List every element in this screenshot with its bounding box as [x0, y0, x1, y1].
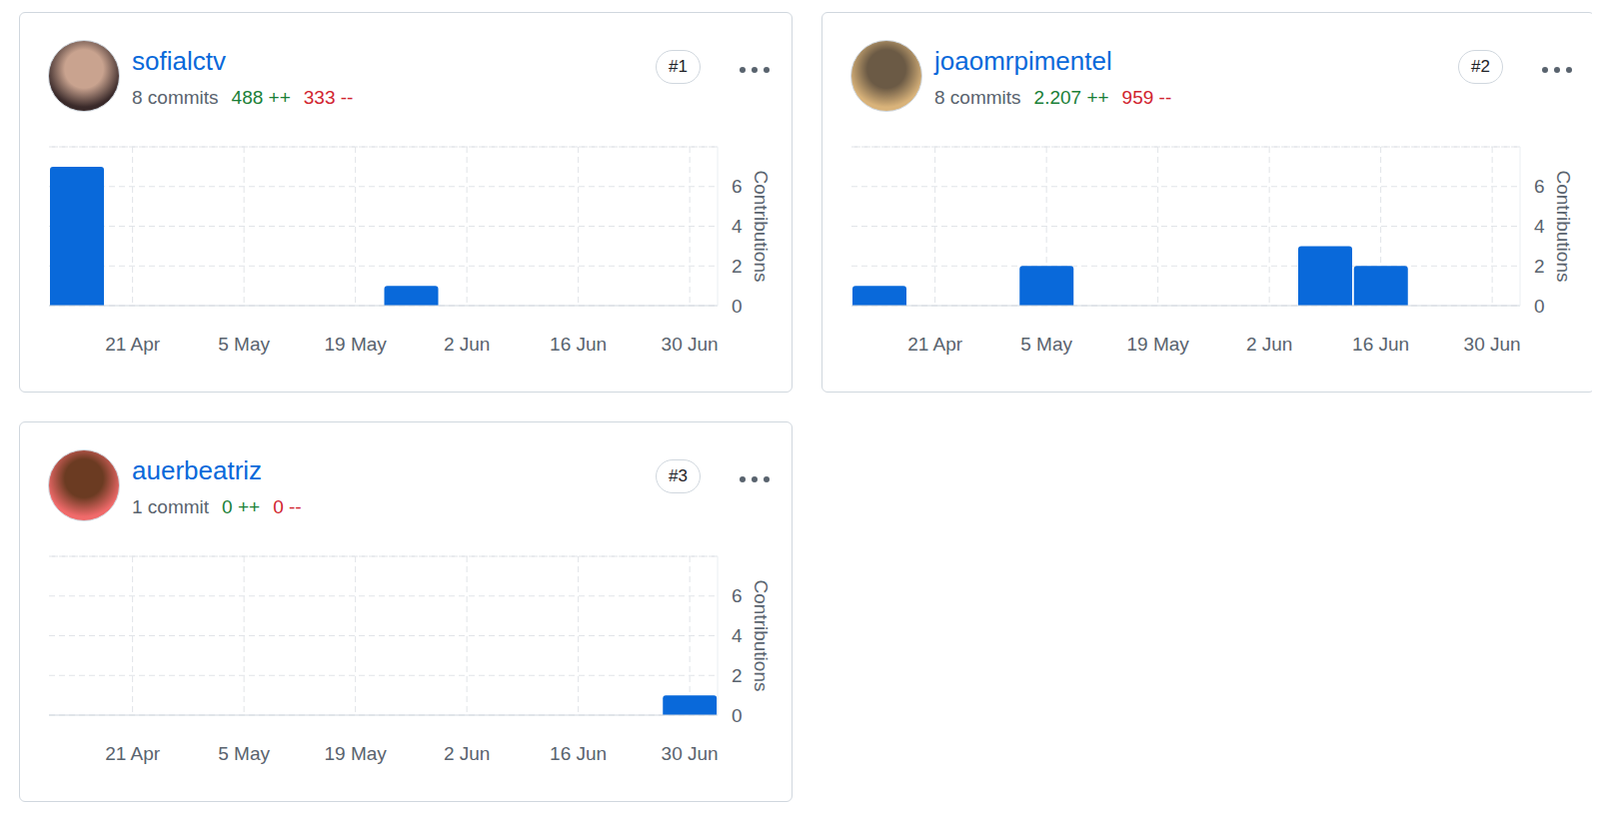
svg-text:16 Jun: 16 Jun — [549, 333, 607, 355]
svg-text:30 Jun: 30 Jun — [661, 333, 719, 355]
svg-text:21 Apr: 21 Apr — [907, 333, 964, 355]
html-text:8 commits: 8 commits — [131, 86, 219, 108]
html-text:#1: #1 — [668, 56, 688, 76]
html-text:#3: #3 — [668, 466, 688, 486]
svg-text:30 Jun: 30 Jun — [661, 743, 719, 765]
svg-text:19 May: 19 May — [323, 333, 387, 355]
svg-text:Contributions: Contributions — [1553, 170, 1575, 283]
svg-text:4: 4 — [731, 625, 743, 647]
html-text:333 --: 333 -- — [303, 86, 354, 108]
svg-text:19 May: 19 May — [323, 743, 387, 765]
html-text:959 --: 959 -- — [1121, 86, 1172, 108]
svg-text:16 Jun: 16 Jun — [549, 743, 607, 765]
svg-text:0: 0 — [731, 295, 743, 317]
svg-text:2: 2 — [1534, 255, 1546, 277]
svg-text:21 Apr: 21 Apr — [104, 743, 161, 765]
svg-text:2: 2 — [731, 255, 743, 277]
html-text:#2: #2 — [1471, 56, 1491, 76]
html-text:0 ++: 0 ++ — [221, 496, 260, 518]
html-text:2.207 ++: 2.207 ++ — [1033, 86, 1109, 108]
svg-text:30 Jun: 30 Jun — [1464, 333, 1522, 355]
html-text:sofialctv: sofialctv — [131, 45, 226, 76]
svg-text:2: 2 — [731, 665, 743, 687]
svg-text:5 May: 5 May — [217, 333, 270, 355]
html-text:1 commit: 1 commit — [131, 496, 209, 518]
html-text:0 --: 0 -- — [272, 496, 302, 518]
svg-text:Contributions: Contributions — [750, 170, 772, 283]
html-text:488 ++: 488 ++ — [231, 86, 291, 108]
svg-text:5 May: 5 May — [1020, 333, 1073, 355]
svg-text:6: 6 — [731, 585, 743, 607]
svg-text:0: 0 — [731, 705, 743, 727]
svg-text:19 May: 19 May — [1126, 333, 1190, 355]
html-text:auerbeatriz: auerbeatriz — [131, 455, 262, 486]
svg-text:Contributions: Contributions — [750, 580, 772, 693]
html-text:joaomrpimentel: joaomrpimentel — [934, 45, 1113, 76]
svg-text:2 Jun: 2 Jun — [443, 743, 490, 765]
svg-text:5 May: 5 May — [217, 743, 270, 765]
svg-text:4: 4 — [731, 215, 743, 237]
svg-text:2 Jun: 2 Jun — [443, 333, 490, 355]
svg-text:0: 0 — [1534, 295, 1546, 317]
svg-text:4: 4 — [1534, 215, 1546, 237]
svg-text:21 Apr: 21 Apr — [104, 333, 161, 355]
html-text:8 commits: 8 commits — [934, 86, 1021, 108]
svg-text:6: 6 — [1534, 175, 1546, 197]
svg-text:2 Jun: 2 Jun — [1246, 333, 1293, 355]
svg-text:16 Jun: 16 Jun — [1352, 333, 1410, 355]
svg-text:6: 6 — [731, 175, 743, 197]
